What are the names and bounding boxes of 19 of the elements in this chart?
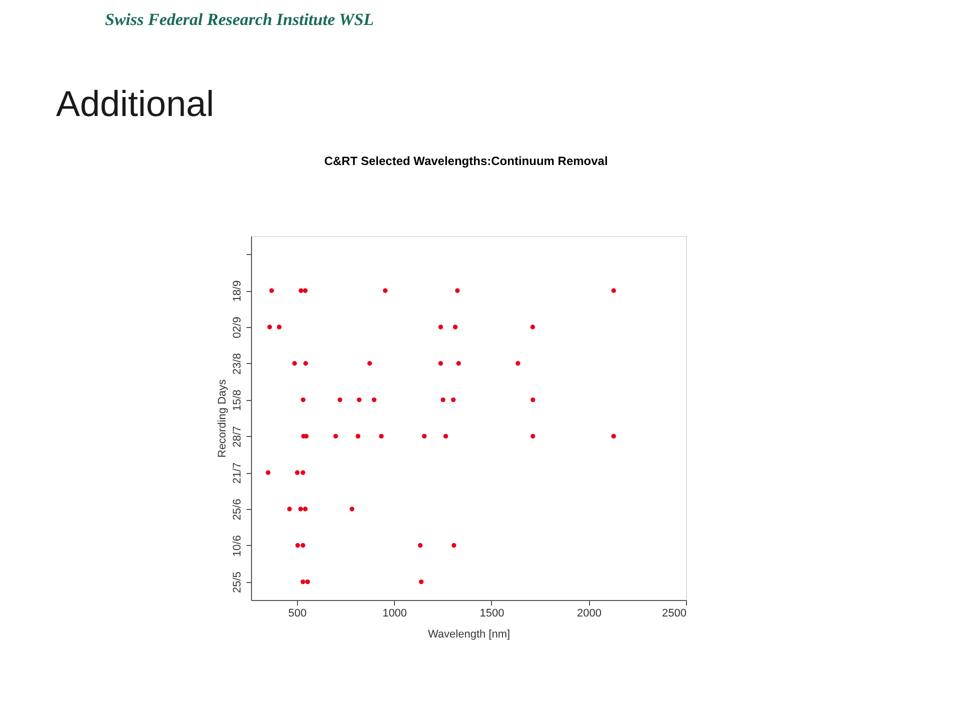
x-tick-label: 2500 [662, 608, 686, 620]
x-axis-title: Wavelength [nm] [428, 628, 510, 640]
text: Additional [56, 83, 214, 124]
y-tick-label: 25/5 [232, 572, 244, 594]
chart-title: C&RT Selected Wavelengths:Continuum Removal [324, 154, 608, 168]
y-tick-label: 25/6 [232, 498, 244, 520]
y-tick-label: 18/9 [232, 280, 244, 302]
y-tick-label: 23/8 [232, 353, 244, 375]
y-tick-label: 15/8 [232, 390, 244, 412]
x-tick-label: 1500 [480, 608, 504, 620]
y-tick-label: 21/7 [232, 462, 244, 484]
y-tick-label: 28/7 [232, 426, 244, 448]
x-tick-label: 1000 [382, 608, 407, 620]
y-axis-title: Recording Days [216, 378, 228, 458]
x-tick-label: 2000 [576, 608, 602, 620]
y-tick-label: 10/6 [232, 535, 244, 557]
y-tick-label: 02/9 [232, 316, 244, 338]
x-tick-label: 500 [288, 608, 307, 620]
text: Swiss Federal Research Institute WSL [105, 10, 374, 29]
